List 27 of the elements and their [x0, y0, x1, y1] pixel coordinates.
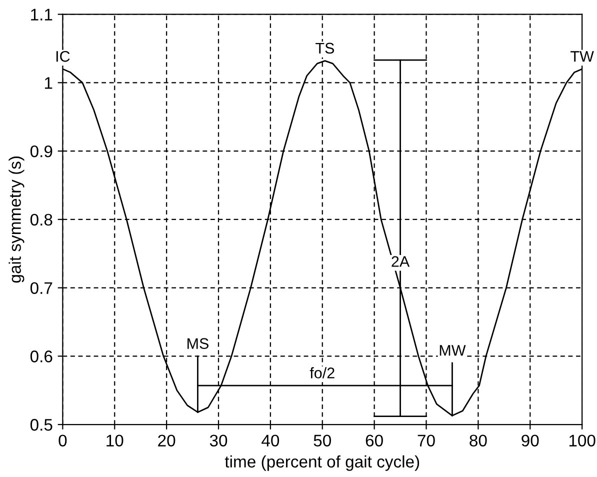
- annotation: MS: [188, 338, 208, 349]
- x-tick-label: 50: [314, 434, 331, 446]
- y-tick-label: 0.6: [30, 350, 52, 362]
- x-tick-label: 10: [106, 434, 124, 446]
- y-tick-label: 0.7: [30, 282, 52, 294]
- y-tick-label: 0.5: [30, 418, 52, 431]
- annotation: fo/2: [310, 367, 334, 378]
- annotation: TW: [570, 51, 594, 62]
- x-tick-label: 90: [522, 434, 539, 446]
- x-tick-label: 80: [470, 434, 487, 446]
- x-tick-label: 60: [366, 434, 383, 446]
- annotation: MW: [440, 345, 466, 356]
- x-tick-label: 40: [262, 434, 280, 446]
- x-axis-title: time (percent of gait cycle): [224, 455, 420, 471]
- x-tick-label: 70: [418, 434, 435, 446]
- y-axis-title: gait symmetry (s): [8, 156, 24, 283]
- annotation: 2A: [392, 256, 410, 267]
- y-tick-label: 1: [44, 77, 52, 89]
- y-tick-label: 1.1: [31, 8, 52, 20]
- annotation: IC: [56, 51, 70, 62]
- y-tick-label: 0.8: [30, 214, 52, 226]
- x-tick-label: 30: [210, 434, 228, 446]
- annotation: TS: [316, 42, 334, 54]
- x-tick-label: 100: [569, 434, 596, 446]
- x-tick-label: 0: [58, 434, 67, 446]
- x-tick-label: 20: [158, 434, 176, 446]
- y-tick-label: 0.9: [30, 145, 52, 158]
